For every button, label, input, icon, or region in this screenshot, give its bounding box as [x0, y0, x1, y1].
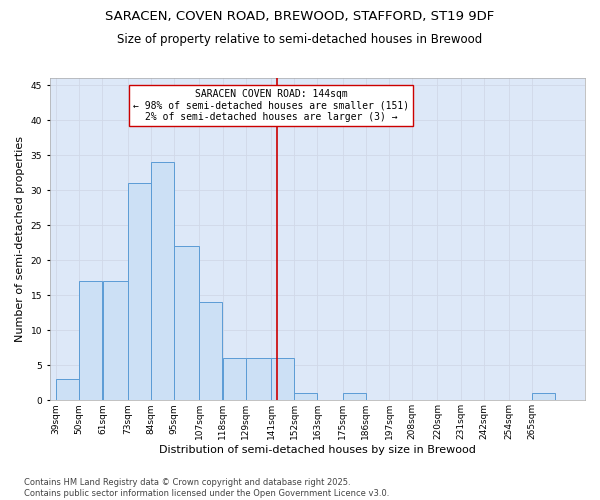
- Bar: [56, 380, 79, 400]
- Bar: [271, 358, 294, 401]
- Bar: [199, 302, 223, 400]
- X-axis label: Distribution of semi-detached houses by size in Brewood: Distribution of semi-detached houses by …: [159, 445, 476, 455]
- Bar: [532, 394, 556, 400]
- Text: Size of property relative to semi-detached houses in Brewood: Size of property relative to semi-detach…: [118, 32, 482, 46]
- Bar: [294, 394, 317, 400]
- Bar: [246, 358, 271, 401]
- Text: SARACEN COVEN ROAD: 144sqm
← 98% of semi-detached houses are smaller (151)
2% of: SARACEN COVEN ROAD: 144sqm ← 98% of semi…: [133, 88, 409, 122]
- Bar: [174, 246, 199, 400]
- Bar: [151, 162, 174, 400]
- Bar: [79, 281, 102, 400]
- Bar: [128, 183, 151, 400]
- Text: Contains HM Land Registry data © Crown copyright and database right 2025.
Contai: Contains HM Land Registry data © Crown c…: [24, 478, 389, 498]
- Bar: [343, 394, 366, 400]
- Y-axis label: Number of semi-detached properties: Number of semi-detached properties: [15, 136, 25, 342]
- Bar: [223, 358, 245, 401]
- Text: SARACEN, COVEN ROAD, BREWOOD, STAFFORD, ST19 9DF: SARACEN, COVEN ROAD, BREWOOD, STAFFORD, …: [106, 10, 494, 23]
- Bar: [103, 281, 128, 400]
